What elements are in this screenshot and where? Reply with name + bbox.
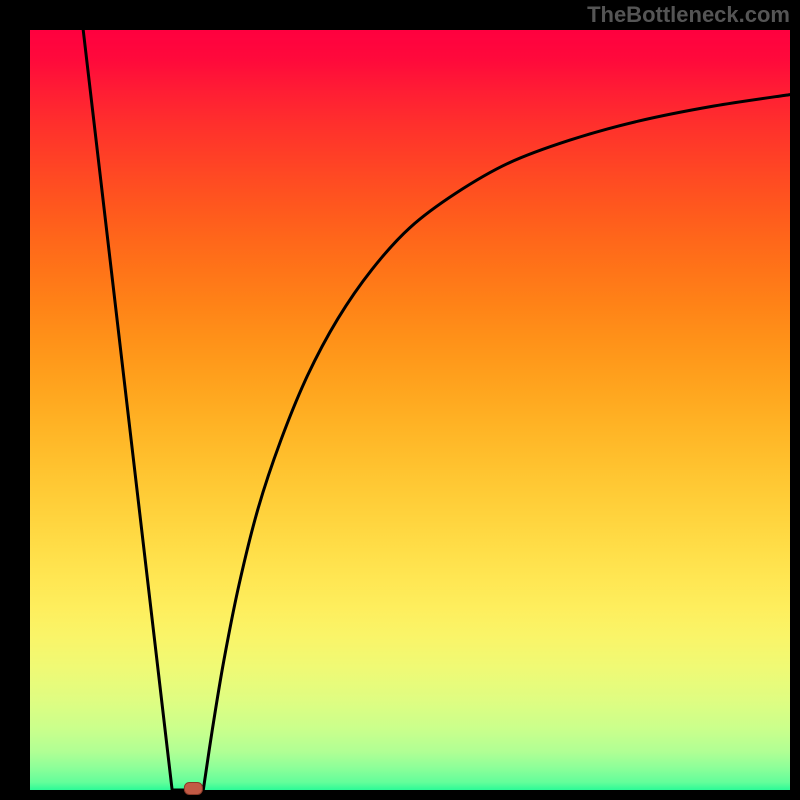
minimum-marker	[184, 782, 202, 794]
watermark: TheBottleneck.com	[587, 2, 790, 28]
curve-layer	[0, 0, 800, 800]
bottleneck-chart: TheBottleneck.com	[0, 0, 800, 800]
bottleneck-curve	[83, 30, 790, 790]
